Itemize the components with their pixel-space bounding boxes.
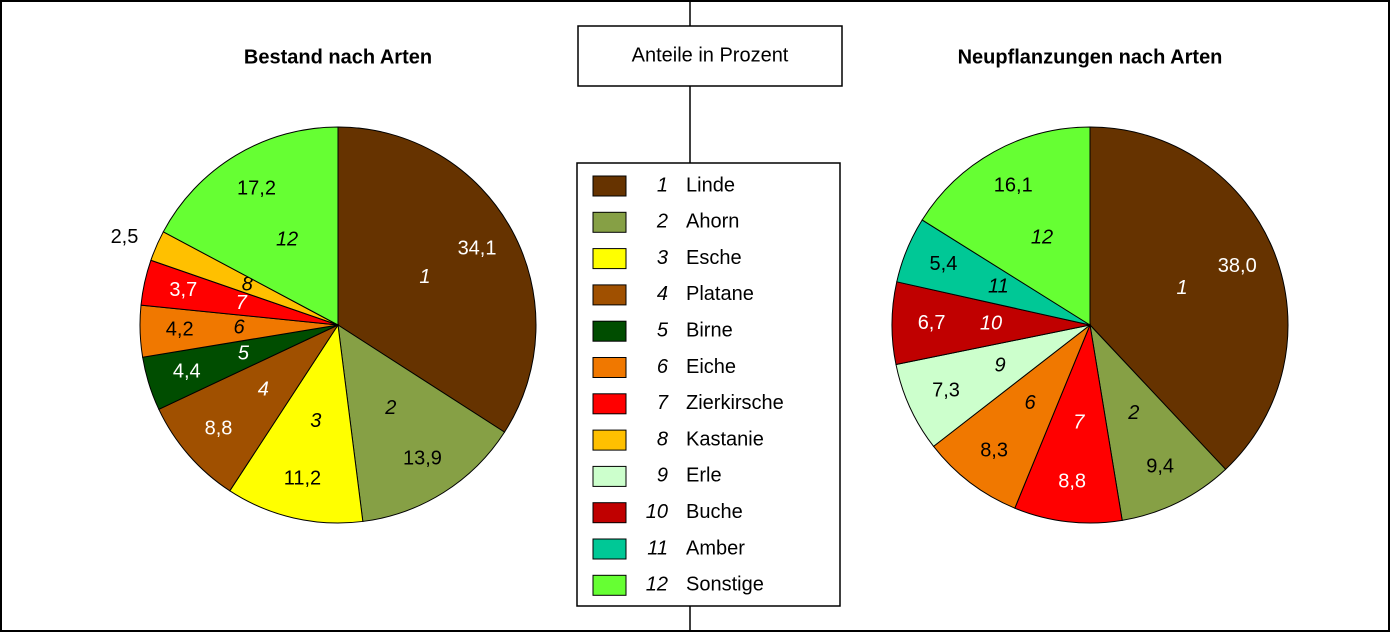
data-label: 34,1: [458, 237, 497, 259]
legend-label: Erle: [686, 465, 722, 487]
pie-slice: [1089, 126, 1289, 471]
slice-number: 1: [419, 266, 430, 288]
legend-swatch: [592, 357, 627, 378]
slice-number: 8: [242, 274, 253, 296]
data-label: 17,2: [237, 177, 276, 199]
pie-slice: [337, 323, 506, 522]
legend-number: 1: [657, 174, 668, 196]
legend-number: 3: [657, 247, 668, 269]
slice-number: 1: [1176, 277, 1187, 299]
slice-number: 10: [980, 312, 1002, 334]
chart-title: Bestand nach Arten: [244, 46, 432, 68]
pie-slice: [162, 126, 339, 326]
data-label: 3,7: [169, 279, 197, 301]
pie-slice: [921, 126, 1091, 326]
legend-number: 5: [657, 319, 669, 341]
legend-label: Eiche: [686, 356, 736, 378]
pie-slice: [337, 126, 537, 433]
legend-swatch: [592, 175, 627, 197]
data-label: 6,7: [918, 312, 946, 334]
legend-swatch: [592, 538, 627, 560]
legend-box: [576, 162, 841, 607]
slice-number: 12: [276, 228, 298, 250]
slice-number: 2: [1127, 402, 1139, 424]
legend-label: Kastanie: [686, 428, 764, 450]
legend-swatch: [592, 284, 627, 306]
legend-number: 4: [657, 283, 668, 305]
data-label: 8,8: [205, 417, 233, 439]
legend-swatch: [592, 393, 627, 415]
data-label: 13,9: [403, 447, 442, 469]
chart-title: Neupflanzungen nach Arten: [958, 46, 1223, 68]
pie-slice: [158, 323, 340, 492]
data-label: 38,0: [1218, 255, 1257, 277]
data-label: 8,3: [980, 439, 1008, 461]
data-label: 4,4: [173, 360, 201, 382]
legend-number: 6: [657, 356, 669, 378]
slice-number: 9: [994, 355, 1005, 377]
legend-label: Ahorn: [686, 211, 739, 233]
legend-swatch: [592, 465, 627, 487]
pie-slice: [1089, 323, 1227, 521]
note: Anteile in Prozent: [632, 44, 789, 66]
legend-number: 12: [646, 574, 668, 596]
legend-label: Zierkirsche: [686, 392, 784, 414]
data-label: 11,2: [284, 468, 321, 490]
legend-swatch: [592, 429, 627, 451]
slice-number: 7: [1073, 412, 1085, 434]
slice-number: 6: [1024, 392, 1036, 414]
slice-number: 3: [310, 410, 321, 432]
slice-number: 11: [988, 276, 1009, 298]
slice-number: 5: [238, 343, 250, 365]
data-label: 9,4: [1146, 455, 1174, 477]
data-label: 16,1: [994, 175, 1033, 197]
slice-number: 7: [236, 292, 248, 314]
legend-number: 2: [656, 211, 668, 233]
data-label: 5,4: [930, 253, 958, 275]
legend-swatch: [592, 574, 627, 596]
legend-number: 9: [657, 465, 668, 487]
data-label: 7,3: [932, 379, 960, 401]
pie-slice: [229, 323, 364, 524]
legend-swatch: [592, 320, 627, 342]
legend-number: 8: [657, 428, 668, 450]
legend-number: 10: [646, 501, 668, 523]
legend-swatch: [592, 502, 627, 524]
legend-label: Linde: [686, 174, 735, 196]
legend-label: Buche: [686, 501, 743, 523]
slice-number: 2: [384, 397, 396, 419]
legend-swatch: [592, 248, 627, 270]
legend-swatch: [592, 211, 627, 233]
data-label: 4,2: [166, 318, 194, 340]
slice-number: 6: [233, 316, 245, 338]
pie-slice: [1014, 323, 1123, 524]
legend-label: Amber: [686, 537, 745, 559]
slice-number: 4: [258, 378, 269, 400]
slice-number: 12: [1031, 227, 1053, 249]
note-box: [577, 25, 843, 87]
legend-label: Birne: [686, 319, 733, 341]
pie-slice: [932, 323, 1092, 509]
data-label: 2,5: [111, 226, 139, 248]
legend-number: 11: [647, 537, 668, 559]
legend-label: Platane: [686, 283, 754, 305]
data-label: 8,8: [1058, 471, 1086, 493]
legend-label: Sonstige: [686, 574, 764, 596]
legend-number: 7: [657, 392, 669, 414]
legend-label: Esche: [686, 247, 742, 269]
